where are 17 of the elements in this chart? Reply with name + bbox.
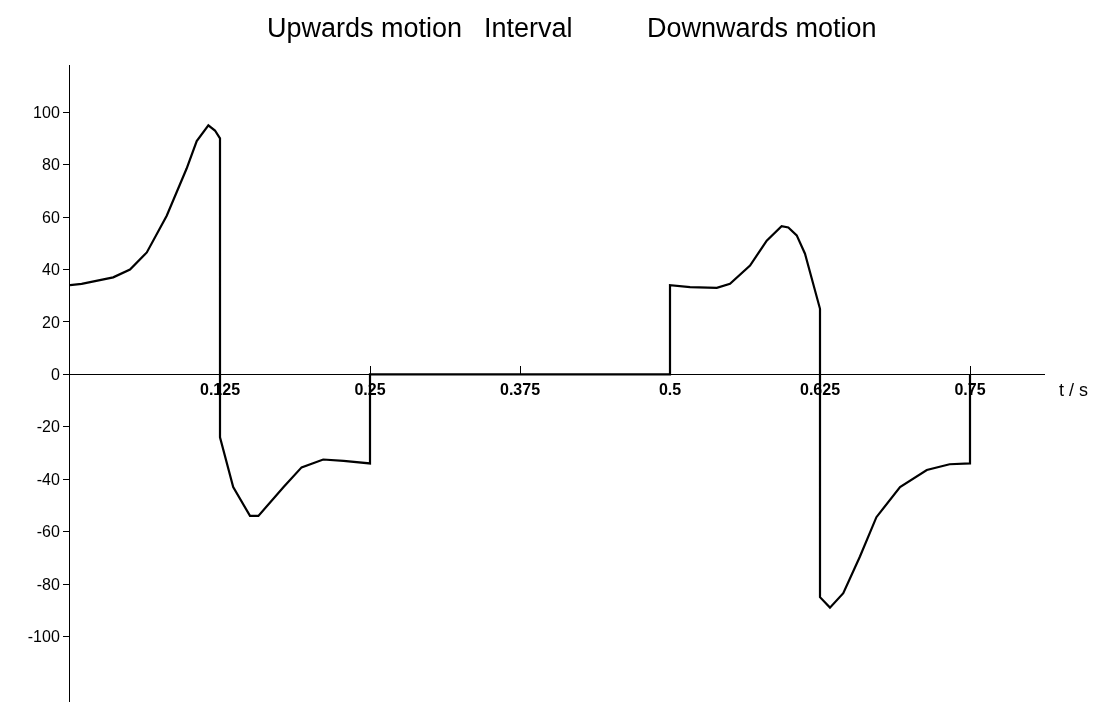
x-axis-title: t / s bbox=[1059, 380, 1089, 400]
y-tick-label: -20 bbox=[36, 418, 60, 436]
text: Downwards motion bbox=[647, 13, 877, 43]
y-tick-label: 20 bbox=[42, 313, 60, 331]
y-tick-label: 100 bbox=[33, 103, 60, 121]
x-tick-label: 0.375 bbox=[499, 380, 541, 398]
y-tick-label: 40 bbox=[42, 261, 60, 279]
y-tick-label: 80 bbox=[42, 156, 60, 174]
y-tick-label: 60 bbox=[42, 208, 60, 226]
y-tick-label: 0 bbox=[50, 365, 60, 383]
y-tick-label: -80 bbox=[36, 575, 60, 593]
text: Interval bbox=[484, 13, 573, 43]
y-tick-label: -40 bbox=[36, 470, 60, 488]
y-tick-label: -60 bbox=[36, 523, 60, 541]
y-tick-label: -100 bbox=[27, 628, 60, 646]
text: Upwards motion bbox=[267, 13, 463, 43]
x-tick-label: 0.5 bbox=[658, 380, 682, 398]
